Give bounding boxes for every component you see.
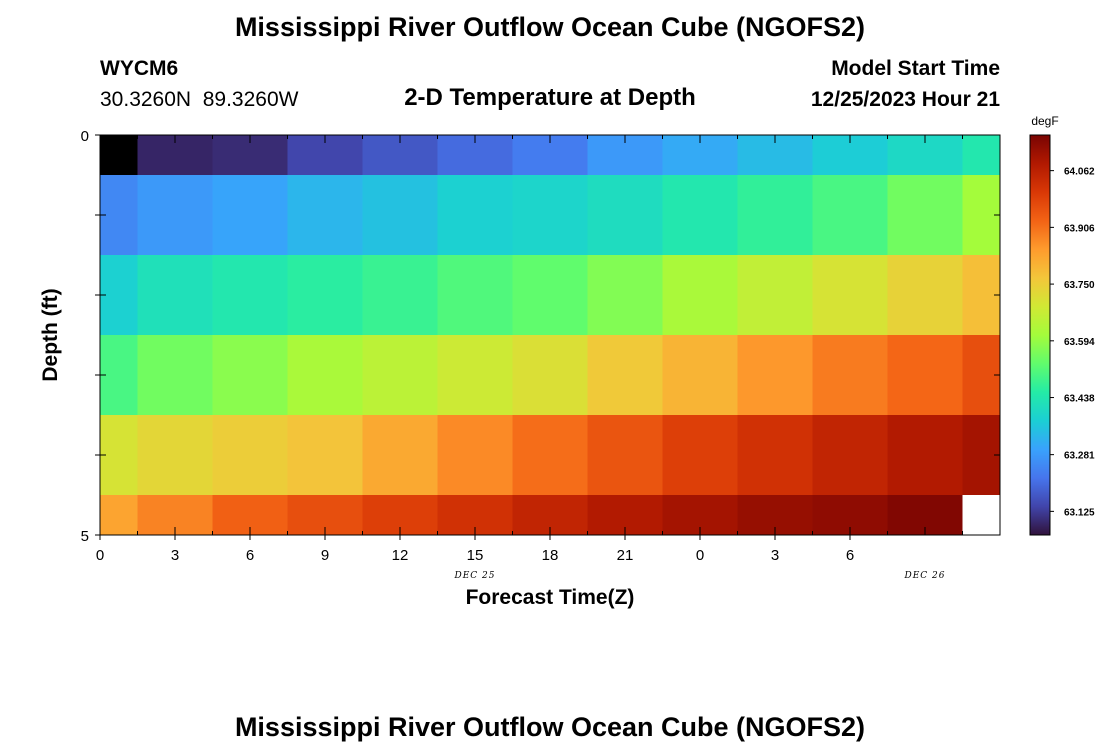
heatmap-cells	[100, 135, 1001, 536]
heatmap-cell	[100, 495, 138, 536]
y-axis-ticks: 05	[81, 128, 1000, 545]
heatmap-cell	[587, 415, 663, 496]
y-tick-label: 0	[81, 128, 89, 145]
heatmap-cell	[437, 255, 513, 336]
heatmap-cell	[662, 175, 738, 256]
heatmap-cell	[512, 175, 588, 256]
x-axis-ticks: 0 3 6 9 12 15 18 21 0 3 6	[96, 135, 1001, 564]
chart-subtitle: 2-D Temperature at Depth	[404, 84, 696, 111]
heatmap-cell	[587, 335, 663, 416]
heatmap-cell	[100, 415, 138, 496]
heatmap-cell	[737, 255, 813, 336]
heatmap-cell	[137, 175, 213, 256]
heatmap-cell	[437, 335, 513, 416]
heatmap-cell	[137, 255, 213, 336]
heatmap-cell	[587, 255, 663, 336]
model-start-value: 12/25/2023 Hour 21	[811, 88, 1000, 111]
date-labels: DEC 25 DEC 26	[454, 571, 946, 581]
colorbar	[1029, 134, 1051, 536]
heatmap-cell	[962, 495, 1001, 536]
heatmap-cell	[287, 415, 363, 496]
x-tick-label: 18	[542, 547, 559, 564]
x-tick-label: 0	[96, 547, 104, 564]
x-axis-label: Forecast Time(Z)	[466, 586, 635, 609]
heatmap-cell	[512, 255, 588, 336]
heatmap-cell	[362, 415, 438, 496]
y-axis-label: Depth (ft)	[39, 288, 62, 381]
station-id: WYCM6	[100, 57, 178, 80]
heatmap-cell	[737, 335, 813, 416]
x-tick-label: 0	[696, 547, 704, 564]
colorbar-tick-label: 63.125	[1064, 507, 1095, 518]
heatmap-cell	[100, 255, 138, 336]
heatmap-cell	[100, 175, 138, 256]
next-panel-title: Mississippi River Outflow Ocean Cube (NG…	[235, 712, 865, 742]
colorbar-tick-label: 64.062	[1064, 167, 1095, 178]
heatmap-cell	[512, 415, 588, 496]
model-start-label: Model Start Time	[831, 57, 1000, 80]
x-tick-label: 3	[771, 547, 779, 564]
colorbar-unit: degF	[1031, 114, 1058, 128]
heatmap-cell	[212, 415, 288, 496]
heatmap-cell	[287, 335, 363, 416]
colorbar-tick-label: 63.281	[1064, 451, 1095, 462]
x-tick-label: 21	[617, 547, 634, 564]
heatmap-cell	[737, 175, 813, 256]
heatmap-cell	[812, 415, 888, 496]
x-tick-label: 6	[846, 547, 854, 564]
heatmap-cell	[362, 175, 438, 256]
heatmap-cell	[812, 255, 888, 336]
heatmap-cell	[812, 175, 888, 256]
heatmap-cell	[662, 415, 738, 496]
heatmap-cell	[887, 335, 963, 416]
heatmap-cell	[512, 335, 588, 416]
heatmap-cell	[100, 335, 138, 416]
heatmap-cell	[137, 415, 213, 496]
heatmap-cell	[362, 335, 438, 416]
x-tick-label: 6	[246, 547, 254, 564]
x-tick-label: 12	[392, 547, 409, 564]
date-label: DEC 26	[904, 571, 946, 581]
heatmap-cell	[100, 135, 138, 176]
heatmap-cell	[887, 415, 963, 496]
heatmap-cell	[362, 255, 438, 336]
heatmap-cell	[437, 415, 513, 496]
colorbar-ticks: 64.062 63.906 63.750 63.594 63.438 63.281 63.1…	[1050, 167, 1095, 518]
colorbar-tick-label: 63.906	[1064, 223, 1095, 234]
heatmap-cell	[212, 255, 288, 336]
y-tick-label: 5	[81, 528, 89, 545]
heatmap-cell	[212, 175, 288, 256]
colorbar-tick-label: 63.594	[1064, 337, 1095, 348]
heatmap-cell	[737, 415, 813, 496]
heatmap-cell	[587, 175, 663, 256]
x-tick-label: 3	[171, 547, 179, 564]
date-label: DEC 25	[454, 571, 496, 581]
heatmap-cell	[887, 175, 963, 256]
heatmap-cell	[137, 335, 213, 416]
heatmap-cell	[887, 255, 963, 336]
heatmap-cell	[962, 135, 1001, 176]
station-coords: 30.3260N 89.3260W	[100, 88, 299, 111]
heatmap-cell	[287, 175, 363, 256]
colorbar-tick-label: 63.438	[1064, 394, 1095, 405]
x-tick-label: 15	[467, 547, 484, 564]
colorbar-tick-label: 63.750	[1064, 280, 1095, 291]
heatmap-cell	[662, 335, 738, 416]
heatmap-cell	[812, 335, 888, 416]
heatmap-cell	[212, 335, 288, 416]
heatmap-cell	[287, 255, 363, 336]
heatmap-cell	[662, 255, 738, 336]
heatmap-cell	[437, 175, 513, 256]
x-tick-label: 9	[321, 547, 329, 564]
chart-title: Mississippi River Outflow Ocean Cube (NG…	[235, 12, 865, 42]
